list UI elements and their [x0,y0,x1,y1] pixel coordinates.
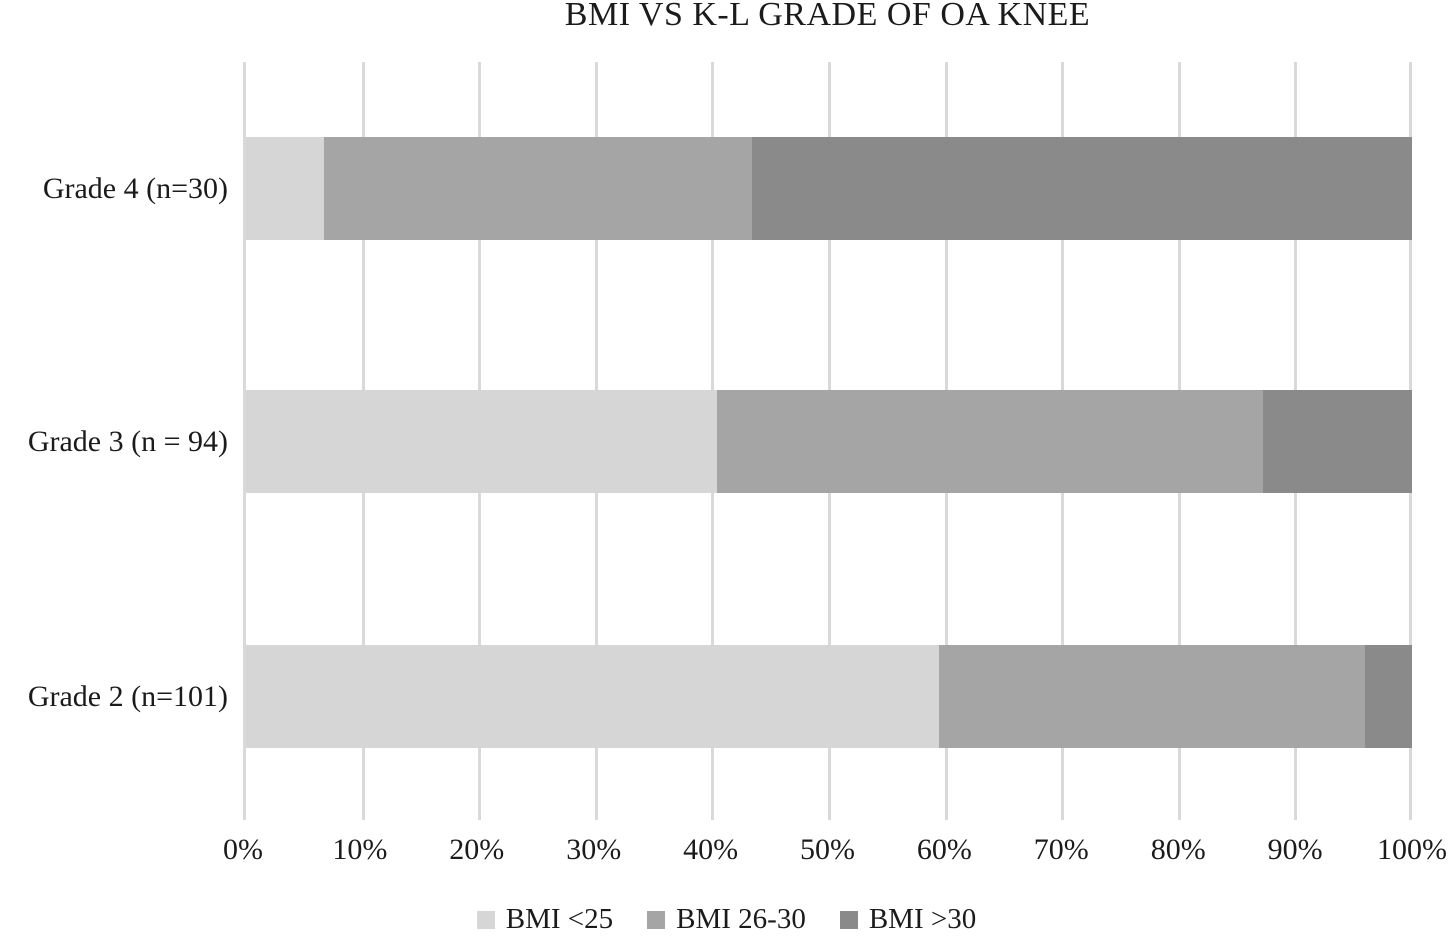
legend-item-bmi-25: BMI <25 [476,903,614,936]
x-tick-label-60: 60% [916,833,972,866]
bar-row-2 [246,390,1412,493]
legend: BMI <25 BMI 26-30 BMI >30 [0,903,1453,936]
category-label-1: Grade 4 (n=30) [42,171,228,205]
bar-segment-bmi-26-30 [938,645,1366,748]
x-tick-label-90: 90% [1267,833,1323,866]
category-label-3: Grade 2 (n=101) [27,679,228,713]
x-tick-label-40: 40% [683,833,739,866]
bar-row-3 [246,645,1412,748]
legend-swatch-icon [839,910,858,929]
legend-swatch-icon [476,910,495,929]
x-tick-label-70: 70% [1033,833,1089,866]
bar-segment-bmi-30 [1365,645,1412,748]
x-tick-label-80: 80% [1150,833,1206,866]
legend-label: BMI 26-30 [676,903,806,935]
bar-segment-bmi-25 [246,390,718,493]
category-label-2: Grade 3 (n = 94) [27,424,228,458]
legend-item-bmi-30: BMI >30 [839,903,977,936]
x-tick-label-50: 50% [800,833,855,866]
legend-label: BMI <25 [505,903,614,935]
legend-swatch-icon [647,910,666,929]
bar-segment-bmi-30 [1262,390,1412,493]
legend-label: BMI >30 [868,903,977,935]
chart-title: BMI VS K-L GRADE OF OA KNEE [564,0,1091,33]
bar-segment-bmi-25 [246,137,325,240]
x-tick-label-0: 0% [223,833,263,866]
x-tick-label-30: 30% [566,833,622,866]
bar-segment-bmi-30 [752,137,1412,240]
plot-area [243,62,1412,820]
x-tick-label-10: 10% [332,833,388,866]
bar-segment-bmi-25 [246,645,939,748]
bar-segment-bmi-26-30 [717,390,1263,493]
bar-row-1 [246,137,1412,240]
bar-segment-bmi-26-30 [324,137,753,240]
x-tick-label-20: 20% [449,833,505,866]
legend-item-bmi-26-30: BMI 26-30 [647,903,806,936]
x-tick-label-100: 100% [1377,833,1447,866]
